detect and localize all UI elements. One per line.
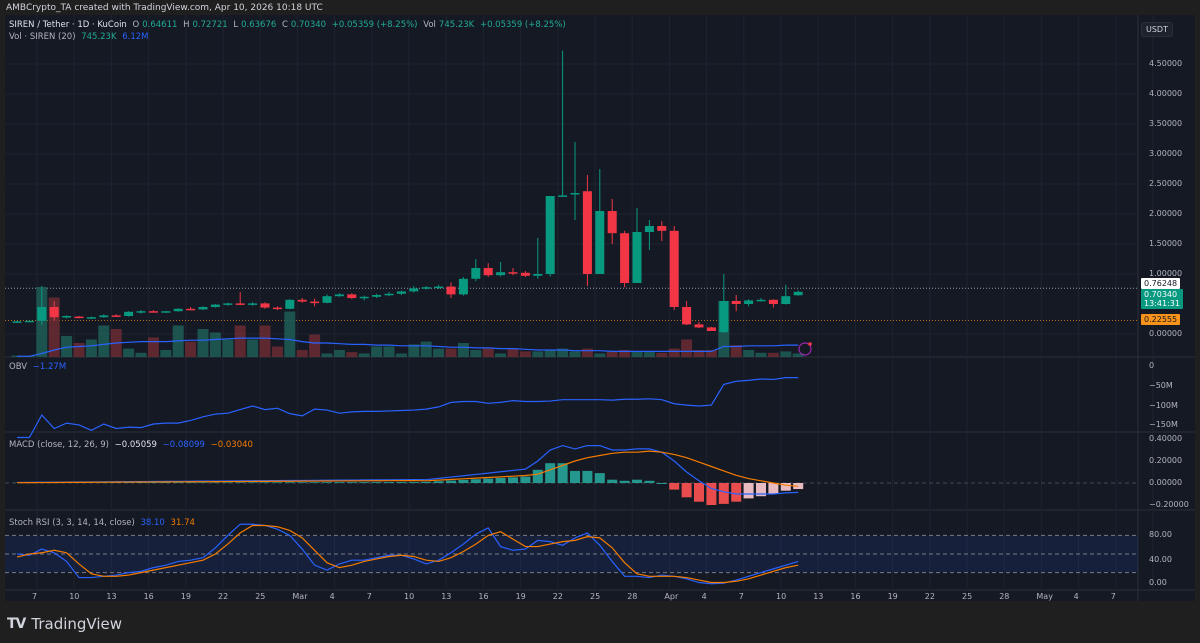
obv-axis-label: 0 [1149, 361, 1155, 370]
low-label: L [233, 20, 239, 30]
time-axis-label: 25 [590, 592, 601, 601]
stoch-rsi-legend[interactable]: Stoch RSI (3, 3, 14, 14, close) 38.10 31… [9, 518, 198, 528]
chart-canvas[interactable] [5, 15, 1195, 601]
time-axis-label: 7 [1110, 592, 1116, 601]
time-axis-label: 7 [366, 592, 372, 601]
open-value: 0.64611 [142, 20, 178, 30]
stoch-rsi-label: Stoch RSI (3, 3, 14, 14, close) [9, 518, 135, 528]
obv-axis-label: −150M [1149, 420, 1178, 429]
macd-legend[interactable]: MACD (close, 12, 26, 9) −0.05059 −0.0809… [9, 440, 256, 450]
stoch-axis-label: 80.00 [1149, 530, 1172, 539]
time-axis-label: 19 [887, 592, 898, 601]
time-axis-label: 25 [255, 592, 266, 601]
time-axis-label: 19 [180, 592, 191, 601]
time-axis-label: 4 [329, 592, 335, 601]
low-value: 0.63676 [241, 20, 277, 30]
price-axis-label: 4.00000 [1149, 89, 1183, 98]
time-axis-label: 10 [69, 592, 80, 601]
time-axis-label: 16 [478, 592, 489, 601]
time-axis-label: 7 [738, 592, 744, 601]
obv-value: −1.27M [32, 362, 67, 372]
currency-button[interactable]: USDT [1141, 22, 1173, 37]
time-axis-label: 4 [701, 592, 707, 601]
price-tag-last: 0.70340 13:41:31 [1141, 289, 1183, 309]
macd-label: MACD (close, 12, 26, 9) [9, 440, 109, 450]
open-label: O [132, 20, 140, 30]
tradingview-logo-icon: TV [7, 616, 26, 632]
symbol-title[interactable]: SIREN / Tether · 1D · KuCoin [9, 20, 127, 30]
high-value: 0.72721 [192, 20, 228, 30]
time-axis-label: May [1036, 592, 1053, 601]
obv-legend[interactable]: OBV −1.27M [9, 362, 69, 372]
high-label: H [183, 20, 190, 30]
vol-change-value: +0.05359 (+8.25%) [479, 20, 566, 30]
brand-name: TradingView [31, 615, 123, 633]
price-axis-label: 2.50000 [1149, 179, 1183, 188]
price-axis-label: 0.00000 [1149, 329, 1183, 338]
vol-value: 745.23K [438, 20, 475, 30]
time-axis-label: 10 [776, 592, 787, 601]
close-value: 0.70340 [290, 20, 327, 30]
price-axis-label: 3.00000 [1149, 149, 1183, 158]
macd-hist-value: −0.05059 [114, 440, 157, 450]
time-axis-label: 13 [813, 592, 824, 601]
time-axis-label: Mar [292, 592, 308, 601]
macd-line-value: −0.08099 [162, 440, 205, 450]
obv-axis-label: −100M [1149, 401, 1178, 410]
macd-axis-label: −0.20000 [1149, 500, 1189, 509]
time-axis-label: 13 [441, 592, 452, 601]
time-axis-label: Apr [664, 592, 679, 601]
time-axis-label: 16 [850, 592, 861, 601]
time-axis-label: 28 [999, 592, 1010, 601]
price-axis-label: 1.50000 [1149, 239, 1183, 248]
volume-legend[interactable]: Vol · SIREN (20) 745.23K 6.12M [9, 32, 152, 42]
time-axis-label: 19 [515, 592, 526, 601]
price-axis-label: 3.50000 [1149, 119, 1183, 128]
time-axis-label: 22 [924, 592, 935, 601]
stoch-axis-label: 0.00 [1149, 578, 1167, 587]
time-axis-label: 13 [106, 592, 117, 601]
time-axis-label: 10 [404, 592, 415, 601]
time-axis-label: 25 [962, 592, 973, 601]
vol-label: Vol [423, 20, 436, 30]
price-axis-label: 4.50000 [1149, 59, 1183, 68]
stoch-k-value: 38.10 [140, 518, 165, 528]
time-axis-label: 4 [1073, 592, 1079, 601]
volume-label: Vol · SIREN (20) [9, 32, 76, 42]
macd-axis-label: 0.20000 [1149, 456, 1183, 465]
close-label: C [281, 20, 288, 30]
tradingview-logo[interactable]: TV TradingView [7, 615, 122, 633]
price-tag-low: 0.22555 [1141, 314, 1181, 325]
price-axis-label: 2.00000 [1149, 209, 1183, 218]
bar-countdown: 13:41:31 [1144, 299, 1180, 308]
time-axis-label: 7 [32, 592, 38, 601]
obv-axis-label: −50M [1149, 381, 1173, 390]
change-value: +0.05359 (+8.25%) [331, 20, 418, 30]
macd-signal-value: −0.03040 [210, 440, 253, 450]
last-price: 0.70340 [1144, 290, 1178, 299]
time-axis-label: 16 [143, 592, 154, 601]
time-axis-label: 22 [552, 592, 563, 601]
time-axis-label: 22 [218, 592, 229, 601]
stoch-axis-label: 40.00 [1149, 555, 1172, 564]
price-axis-label: 1.00000 [1149, 269, 1183, 278]
time-axis-label: 28 [627, 592, 638, 601]
volume-ma-value: 6.12M [122, 32, 149, 42]
chart-credit: AMBCrypto_TA created with TradingView.co… [6, 3, 323, 13]
price-tag-high: 0.76248 [1141, 278, 1181, 289]
stoch-d-value: 31.74 [170, 518, 195, 528]
volume-value: 745.23K [81, 32, 117, 42]
macd-axis-label: 0.40000 [1149, 434, 1183, 443]
obv-label: OBV [9, 362, 28, 372]
macd-axis-label: 0.00000 [1149, 478, 1183, 487]
